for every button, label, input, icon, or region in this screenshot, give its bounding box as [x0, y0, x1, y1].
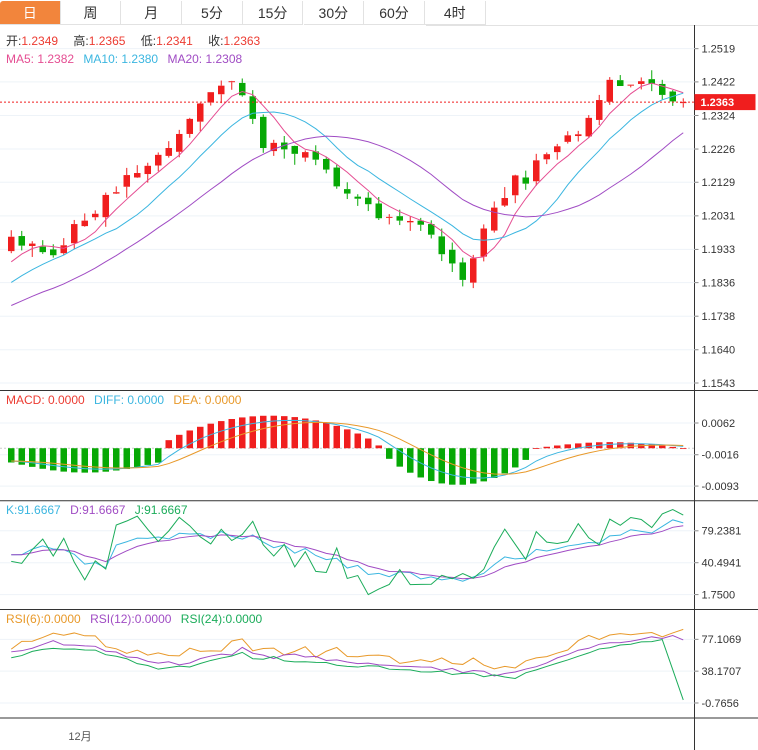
- svg-text:-0.0093: -0.0093: [702, 481, 739, 493]
- svg-text:1.2324: 1.2324: [702, 110, 736, 122]
- svg-text:-0.7656: -0.7656: [702, 698, 739, 710]
- svg-text:77.1069: 77.1069: [702, 634, 742, 646]
- svg-text:1.2031: 1.2031: [702, 211, 736, 223]
- svg-text:1.1836: 1.1836: [702, 277, 736, 289]
- svg-text:1.7500: 1.7500: [702, 589, 736, 601]
- svg-text:1.2129: 1.2129: [702, 177, 736, 189]
- svg-text:1.2226: 1.2226: [702, 144, 736, 156]
- svg-text:1.1543: 1.1543: [702, 378, 736, 390]
- svg-text:1.2422: 1.2422: [702, 77, 736, 89]
- svg-text:1.2363: 1.2363: [701, 97, 735, 109]
- svg-text:38.1707: 38.1707: [702, 666, 742, 678]
- svg-text:-0.0016: -0.0016: [702, 450, 739, 462]
- svg-text:40.4941: 40.4941: [702, 558, 742, 570]
- svg-text:0.0062: 0.0062: [702, 418, 736, 430]
- svg-text:79.2381: 79.2381: [702, 526, 742, 538]
- svg-text:1.1738: 1.1738: [702, 311, 736, 323]
- svg-text:1.1640: 1.1640: [702, 345, 736, 357]
- svg-text:1.2519: 1.2519: [702, 43, 736, 55]
- svg-text:1.1933: 1.1933: [702, 244, 736, 256]
